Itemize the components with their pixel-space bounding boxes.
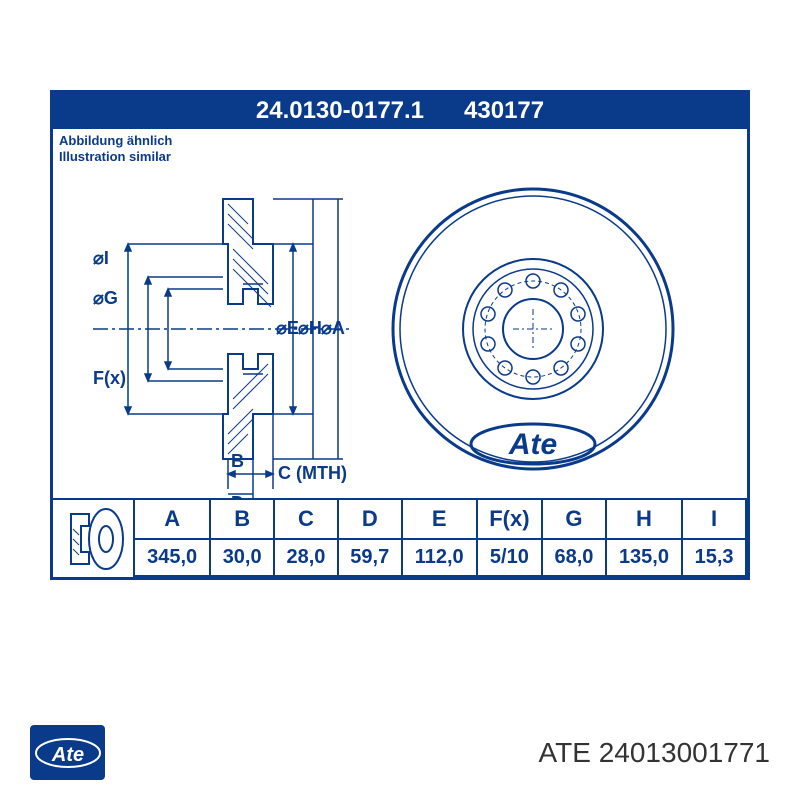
th-d: D [338,499,402,539]
label-b: B [231,451,244,471]
table-value-row: 345,0 30,0 28,0 59,7 112,0 5/10 68,0 135… [134,539,746,576]
label-g: ⌀G [93,288,118,308]
td-g: 68,0 [542,539,606,576]
td-c: 28,0 [274,539,338,576]
svg-text:Ate: Ate [508,428,557,461]
svg-text:Ate: Ate [50,744,83,766]
side-view-drawing: ⌀I ⌀G F(x) B C (MTH) D [93,189,353,499]
disc-icon [53,498,133,577]
spec-table-area: A B C D E F(x) G H I 345,0 30,0 28,0 59,… [53,498,747,577]
content-area: ⌀I ⌀G F(x) B C (MTH) D [53,129,747,499]
th-h: H [606,499,682,539]
th-b: B [210,499,274,539]
label-a: ⌀A [321,318,345,338]
part-number: 24.0130-0177.1 [256,97,424,125]
alt-number: 430177 [464,97,544,125]
label-e: ⌀E [276,318,299,338]
table-header-row: A B C D E F(x) G H I [134,499,746,539]
td-f: 5/10 [477,539,542,576]
th-f: F(x) [477,499,542,539]
th-g: G [542,499,606,539]
footer-text: ATE 24013001771 [539,737,770,769]
main-container: 24.0130-0177.1 430177 Abbildung ähnlich … [0,0,800,800]
label-c: C (MTH) [278,463,347,483]
td-h: 135,0 [606,539,682,576]
footer-brand: ATE [539,737,591,768]
spec-table: A B C D E F(x) G H I 345,0 30,0 28,0 59,… [133,498,747,577]
diagram-box: 24.0130-0177.1 430177 Abbildung ähnlich … [50,90,750,580]
label-i: ⌀I [93,248,109,268]
td-e: 112,0 [402,539,477,576]
footer: Ate ATE 24013001771 [0,725,800,780]
ate-logo-footer-icon: Ate [30,725,105,780]
th-i: I [682,499,746,539]
ate-logo-icon: Ate [468,419,598,469]
td-d: 59,7 [338,539,402,576]
th-c: C [274,499,338,539]
td-i: 15,3 [682,539,746,576]
header-bar: 24.0130-0177.1 430177 [53,93,747,129]
td-b: 30,0 [210,539,274,576]
footer-part: 24013001771 [599,737,770,768]
td-a: 345,0 [134,539,210,576]
label-fx: F(x) [93,368,126,388]
th-e: E [402,499,477,539]
th-a: A [134,499,210,539]
label-h: ⌀H [298,318,322,338]
